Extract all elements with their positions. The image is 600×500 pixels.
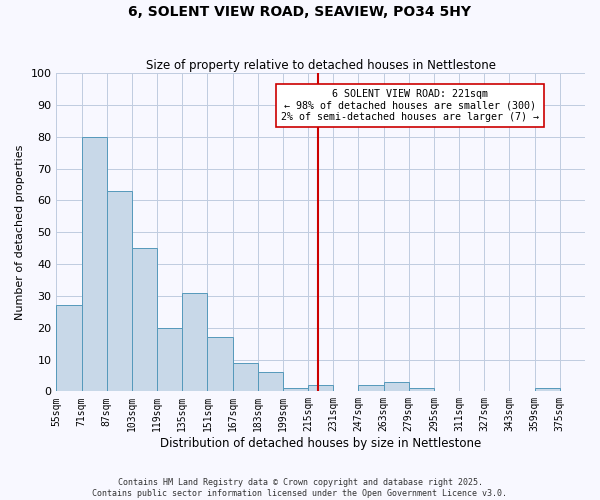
Bar (409, 388, 434, 392)
Bar (182, 292, 208, 392)
Text: Contains HM Land Registry data © Crown copyright and database right 2025.
Contai: Contains HM Land Registry data © Crown c… (92, 478, 508, 498)
Y-axis label: Number of detached properties: Number of detached properties (15, 144, 25, 320)
Bar (308, 385, 333, 392)
Text: 6, SOLENT VIEW ROAD, SEAVIEW, PO34 5HY: 6, SOLENT VIEW ROAD, SEAVIEW, PO34 5HY (128, 5, 472, 19)
Bar (132, 248, 157, 392)
Bar (82, 137, 107, 392)
Bar (283, 388, 308, 392)
Bar (56, 306, 82, 392)
Bar (383, 382, 409, 392)
Bar (233, 362, 258, 392)
Bar (107, 191, 132, 392)
Bar (258, 372, 283, 392)
Bar (358, 385, 383, 392)
Bar (157, 328, 182, 392)
Text: 6 SOLENT VIEW ROAD: 221sqm
← 98% of detached houses are smaller (300)
2% of semi: 6 SOLENT VIEW ROAD: 221sqm ← 98% of deta… (281, 89, 539, 122)
Bar (208, 337, 233, 392)
Title: Size of property relative to detached houses in Nettlestone: Size of property relative to detached ho… (146, 59, 496, 72)
Bar (535, 388, 560, 392)
X-axis label: Distribution of detached houses by size in Nettlestone: Distribution of detached houses by size … (160, 437, 481, 450)
